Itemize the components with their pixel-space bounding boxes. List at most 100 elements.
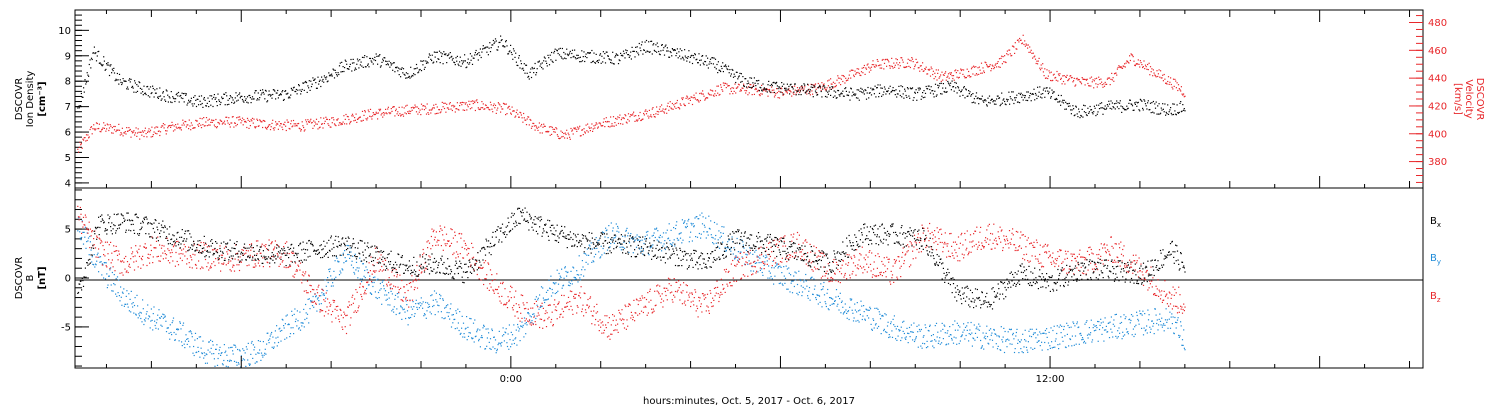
ion-density-point	[707, 57, 709, 59]
velocity-point	[135, 127, 137, 129]
ion-density-point	[748, 86, 750, 88]
velocity-point	[1144, 68, 1146, 70]
by-point	[286, 337, 288, 339]
ion-density-point	[762, 83, 764, 85]
by-point	[669, 243, 671, 245]
bottom-left-tick-label: 5	[65, 225, 71, 236]
ion-density-point	[653, 49, 655, 51]
ion-density-point	[144, 92, 146, 94]
velocity-point	[80, 144, 82, 146]
ion-density-point	[486, 51, 488, 53]
velocity-point	[1155, 76, 1157, 78]
velocity-point	[889, 67, 891, 69]
by-point	[712, 237, 714, 239]
by-point	[440, 295, 442, 297]
velocity-point	[1048, 70, 1050, 72]
by-point	[345, 260, 348, 262]
velocity-point	[452, 104, 454, 106]
by-point	[325, 285, 327, 287]
ion-density-point	[1108, 103, 1111, 105]
by-point	[206, 362, 208, 364]
by-point	[242, 358, 244, 360]
ion-density-point	[377, 55, 379, 57]
velocity-point	[648, 109, 650, 111]
by-point	[1180, 325, 1182, 327]
velocity-point	[1141, 64, 1143, 66]
ion-density-point	[651, 53, 653, 55]
velocity-point	[218, 123, 221, 125]
ion-density-point	[499, 41, 501, 43]
velocity-point	[464, 109, 466, 111]
by-point	[289, 333, 292, 335]
ion-density-point	[149, 86, 152, 88]
by-point	[923, 335, 925, 337]
by-point	[1182, 344, 1184, 346]
velocity-point	[788, 88, 790, 90]
ion-density-point	[1159, 113, 1161, 115]
by-point	[308, 322, 310, 324]
by-point	[180, 328, 182, 330]
velocity-point	[200, 124, 202, 126]
velocity-point	[542, 126, 544, 128]
ion-density-point	[758, 79, 760, 82]
by-point	[691, 224, 693, 226]
ion-density-point	[884, 88, 886, 90]
velocity-point	[1033, 56, 1035, 58]
by-point	[829, 304, 831, 306]
by-point	[388, 292, 390, 294]
by-point	[213, 358, 215, 360]
by-point	[891, 336, 894, 338]
velocity-point	[159, 131, 162, 133]
ion-density-point	[1094, 107, 1096, 109]
velocity-point	[530, 127, 533, 129]
ion-density-point	[223, 93, 226, 95]
velocity-point	[1117, 66, 1119, 69]
velocity-point	[261, 121, 263, 123]
by-point	[447, 315, 449, 317]
velocity-point	[627, 118, 629, 121]
velocity-point	[892, 67, 894, 69]
by-point	[908, 326, 911, 329]
velocity-point	[598, 122, 600, 124]
ion-density-point	[1184, 110, 1186, 112]
velocity-point	[231, 122, 233, 124]
by-point	[569, 285, 571, 287]
by-point	[227, 366, 229, 368]
velocity-point	[838, 82, 840, 84]
velocity-point	[1027, 44, 1029, 46]
by-point	[157, 328, 159, 330]
velocity-point	[676, 99, 678, 102]
by-point	[267, 332, 269, 334]
ion-density-point	[660, 50, 662, 52]
by-point	[661, 250, 663, 252]
by-point	[1129, 318, 1131, 320]
ion-density-point	[533, 72, 535, 74]
ion-density-point	[1049, 87, 1051, 89]
velocity-point	[1027, 47, 1029, 49]
velocity-point	[640, 119, 643, 121]
velocity-point	[172, 130, 175, 132]
velocity-point	[581, 129, 584, 131]
velocity-point	[841, 74, 843, 77]
velocity-point	[1160, 70, 1162, 72]
velocity-point	[668, 106, 671, 108]
ion-density-point	[885, 93, 887, 95]
velocity-point	[505, 114, 507, 116]
ion-density-point	[698, 53, 700, 55]
velocity-point	[259, 120, 262, 122]
velocity-point	[1096, 77, 1098, 79]
ion-density-point	[387, 63, 389, 65]
by-point	[479, 346, 481, 348]
by-point	[156, 319, 158, 321]
ion-density-point	[267, 94, 269, 96]
by-point	[574, 277, 576, 279]
ion-density-point	[738, 75, 740, 77]
velocity-point	[738, 84, 740, 86]
ion-density-point	[424, 66, 426, 68]
velocity-point	[520, 114, 522, 116]
by-point	[1081, 339, 1083, 341]
by-point	[917, 331, 919, 333]
velocity-point	[280, 123, 282, 125]
ion-density-point	[318, 83, 320, 85]
ion-density-point	[366, 56, 368, 58]
